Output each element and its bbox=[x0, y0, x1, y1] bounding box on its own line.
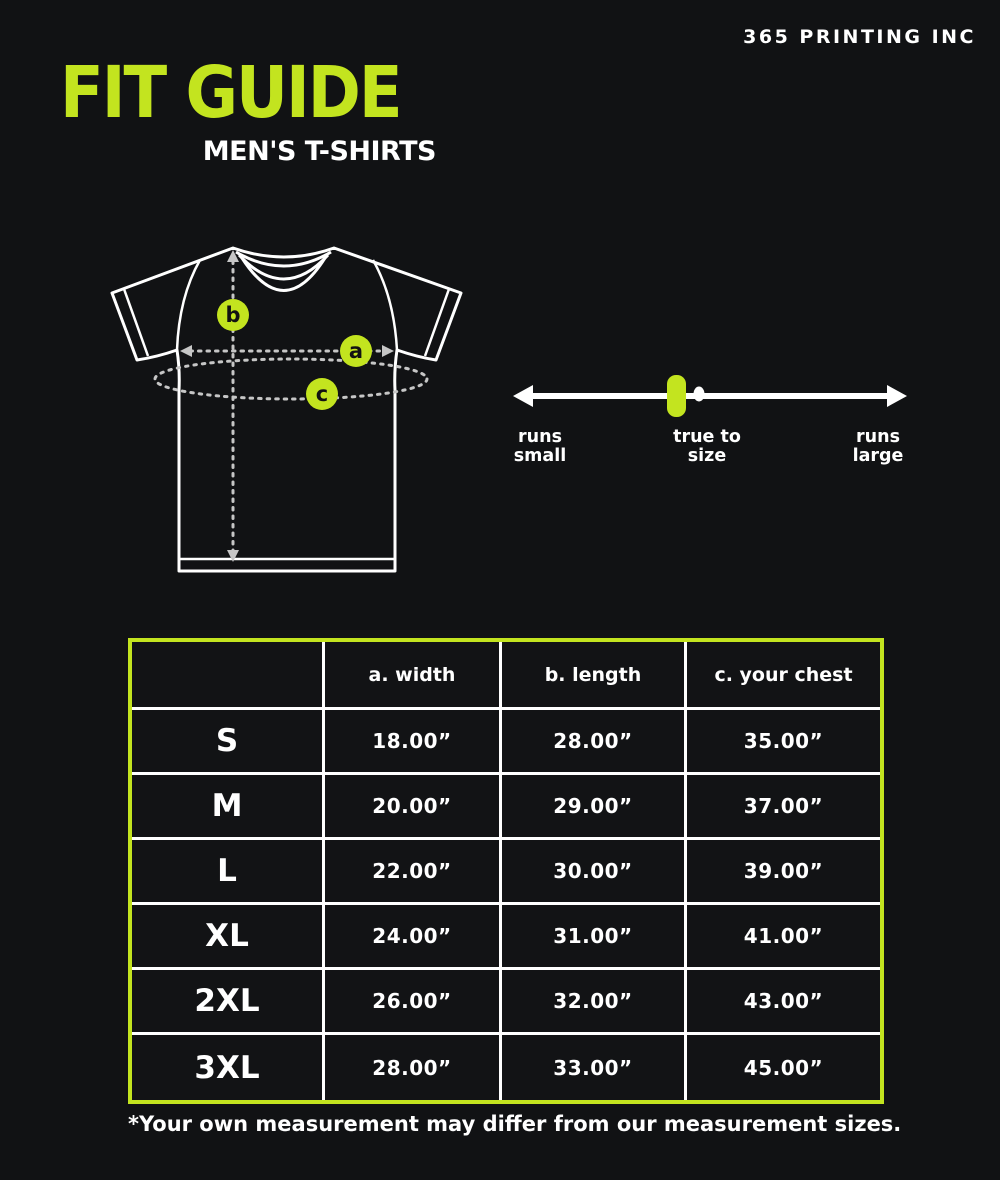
header-cell-size bbox=[132, 642, 325, 710]
value-cell: 43.00” bbox=[687, 970, 880, 1035]
header-cell-length: b. length bbox=[502, 642, 687, 710]
size-cell-2xl: 2XL bbox=[132, 970, 325, 1035]
size-table: a. width b. length c. your chest S 18.00… bbox=[128, 638, 884, 1104]
size-cell-xl: XL bbox=[132, 905, 325, 970]
length-marker-b: b bbox=[217, 299, 249, 331]
page-title: FIT GUIDE bbox=[60, 52, 403, 135]
value-cell: 45.00” bbox=[743, 1055, 824, 1080]
size-cell-m: M bbox=[132, 775, 325, 840]
header-cell-width: a. width bbox=[325, 642, 502, 710]
runs-small-label: runs small bbox=[513, 427, 567, 466]
value-cell: 24.00” bbox=[325, 905, 502, 970]
value-cell: 39.00” bbox=[687, 840, 880, 905]
brand-name: 365 PRINTING INC bbox=[743, 26, 976, 48]
value-cell: 30.00” bbox=[502, 840, 687, 905]
fit-indicator bbox=[667, 375, 686, 417]
width-marker-a: a bbox=[340, 335, 372, 367]
size-cell-3xl: 3XL bbox=[132, 1035, 325, 1100]
size-cell-l: L bbox=[132, 840, 325, 905]
header-cell-chest: c. your chest bbox=[687, 642, 880, 710]
value-cell: 26.00” bbox=[325, 970, 502, 1035]
size-cell-s: S bbox=[132, 710, 325, 775]
tshirt-measurement-diagram: a b c bbox=[90, 225, 480, 595]
value-cell: 32.00” bbox=[502, 970, 687, 1035]
value-cell: 37.00” bbox=[687, 775, 880, 840]
value-cell: 31.00” bbox=[502, 905, 687, 970]
runs-large-label: runs large bbox=[852, 427, 904, 466]
value-cell: 41.00” bbox=[687, 905, 880, 970]
value-cell: 28.00” bbox=[325, 1035, 502, 1100]
value-cell: 28.00” bbox=[502, 710, 687, 775]
scale-center-dot bbox=[693, 386, 705, 402]
tshirt-outline-icon bbox=[110, 246, 463, 573]
value-cell: 18.00” bbox=[325, 710, 502, 775]
value-cell: 29.00” bbox=[502, 775, 687, 840]
measurement-disclaimer: *Your own measurement may differ from ou… bbox=[128, 1112, 902, 1136]
fit-scale: runs small true to size runs large bbox=[500, 365, 920, 475]
value-cell: 33.00” bbox=[502, 1035, 687, 1100]
page-subtitle: MEN'S T-SHIRTS bbox=[202, 136, 437, 167]
value-cell: 20.00” bbox=[325, 775, 502, 840]
fit-scale-arrow-icon bbox=[513, 375, 907, 417]
value-cell: 35.00” bbox=[687, 710, 880, 775]
chest-marker-c: c bbox=[306, 378, 338, 410]
value-cell: 22.00” bbox=[325, 840, 502, 905]
true-to-size-label: true to size bbox=[673, 427, 741, 466]
